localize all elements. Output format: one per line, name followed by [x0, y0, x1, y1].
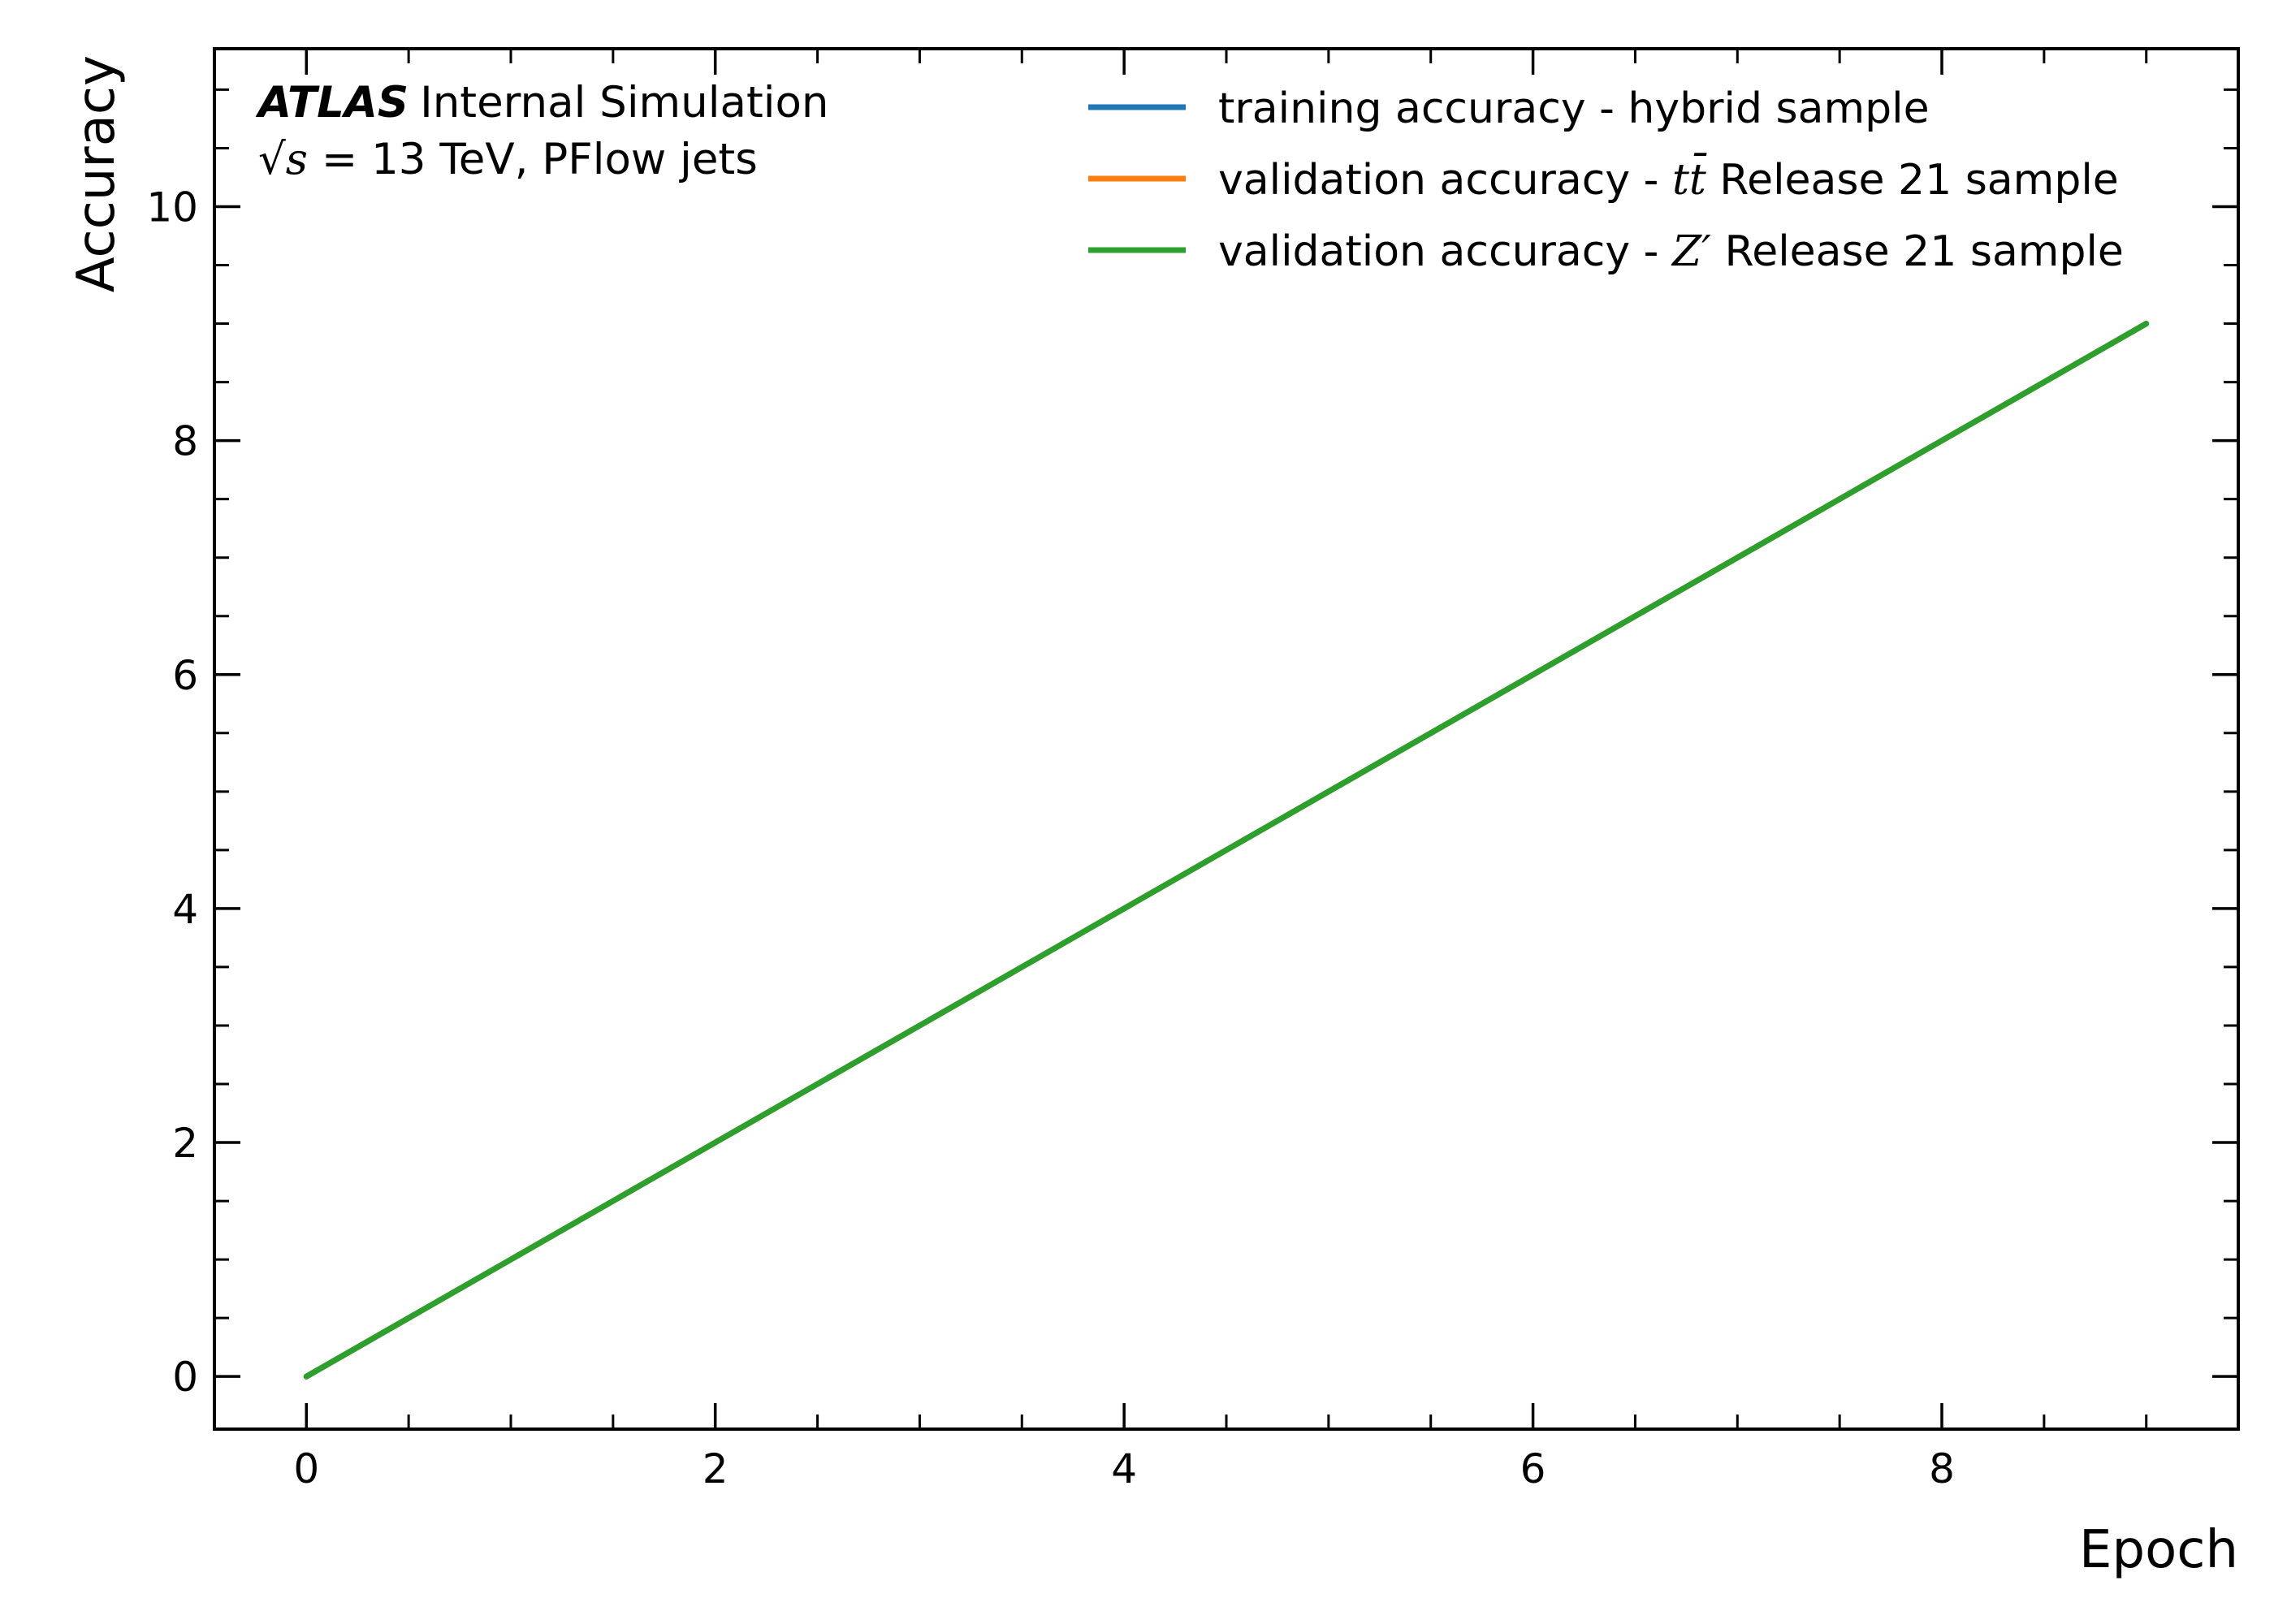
legend-label-suffix: Release 21 sample	[1711, 227, 2124, 276]
legend-label-suffix: Release 21 sample	[1706, 156, 2119, 205]
x-tick-label: 6	[1520, 1445, 1546, 1492]
energy-text: = 13 TeV, PFlow jets	[308, 135, 758, 184]
y-tick-label: 0	[172, 1354, 198, 1401]
legend-label-text: validation accuracy -	[1218, 227, 1672, 276]
legend-label-math: tt̄	[1672, 153, 1707, 205]
legend-label-1: training accuracy - hybrid sample	[1218, 84, 1930, 133]
y-tick-label: 10	[146, 184, 198, 231]
legend-label-3: validation accuracy - Z′ Release 21 samp…	[1218, 227, 2124, 276]
y-tick-label: 4	[172, 886, 198, 933]
atlas-status: Internal Simulation	[420, 78, 828, 127]
x-tick-label: 8	[1929, 1445, 1955, 1492]
sqrt-symbol: √	[258, 135, 286, 184]
svg-text:√s = 13 TeV, PFlow jets: √s = 13 TeV, PFlow jets	[258, 135, 758, 184]
legend-label-2: validation accuracy - tt̄ Release 21 sam…	[1218, 153, 2119, 205]
x-tick-label: 0	[293, 1445, 319, 1492]
x-tick-label: 2	[703, 1445, 728, 1492]
x-axis-title: Epoch	[2079, 1520, 2238, 1580]
legend-label-text: training accuracy - hybrid sample	[1218, 84, 1930, 133]
y-tick-label: 2	[172, 1120, 198, 1167]
energy-variable: s	[286, 135, 308, 184]
plot-frame	[213, 47, 2240, 1431]
y-tick-label: 6	[172, 652, 198, 699]
x-tick-label: 4	[1111, 1445, 1137, 1492]
ticks-layer: 0 2 4 6 8 0 2 4 6 8 10	[146, 49, 2238, 1492]
series-line-3	[303, 321, 2150, 1380]
atlas-label: ATLAS Internal Simulation √s = 13 TeV, PF…	[255, 78, 829, 184]
y-axis-title: Accuracy	[67, 55, 127, 292]
y-tick-label: 8	[172, 418, 198, 465]
series-layer	[303, 321, 2150, 1380]
legend: training accuracy - hybrid sample validat…	[1088, 84, 2124, 276]
legend-label-math: Z′	[1671, 227, 1711, 276]
atlas-experiment: ATLAS	[255, 78, 409, 127]
legend-label-text: validation accuracy -	[1218, 156, 1672, 205]
